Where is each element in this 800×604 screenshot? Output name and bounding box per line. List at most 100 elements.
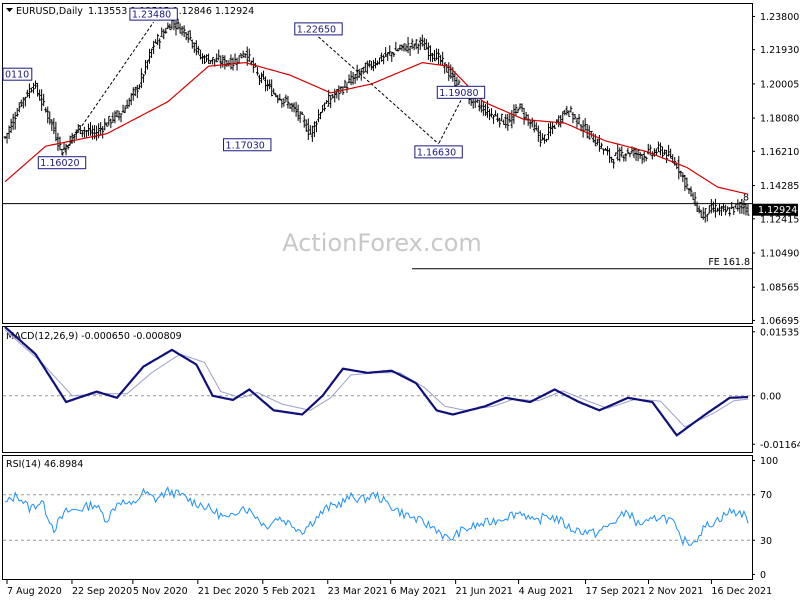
macd-axis: 0.015359 0.00 -0.011645 <box>3 327 800 451</box>
price-panel-frame <box>2 3 753 324</box>
price-bar <box>547 123 550 140</box>
price-bar <box>545 138 548 143</box>
price-bar <box>125 99 129 109</box>
price-bar <box>40 89 44 112</box>
price-bar <box>339 86 343 94</box>
price-bar <box>410 38 414 50</box>
rsi-tick-label: 30 <box>760 536 772 547</box>
price-bar <box>701 207 705 220</box>
price-bar <box>168 23 172 31</box>
price-bar <box>573 114 577 120</box>
price-bar <box>394 41 398 51</box>
price-bar <box>111 112 115 123</box>
price-bar <box>380 52 383 62</box>
price-bar <box>152 40 155 55</box>
price-bar <box>54 121 58 142</box>
price-bar <box>644 156 648 162</box>
collapse-arrow-icon[interactable] <box>6 8 13 12</box>
price-axis: 1.23800 1.21930 1.20005 1.18080 1.16210 1.142… <box>752 12 799 327</box>
price-bar <box>207 53 210 64</box>
price-bar <box>123 105 127 114</box>
price-bar <box>335 89 339 99</box>
macd-tick-label: -0.011645 <box>760 440 800 451</box>
price-tick-label: 1.12415 <box>760 214 799 225</box>
price-bar <box>382 54 386 65</box>
price-tick-label: 1.23800 <box>760 12 799 23</box>
price-bar <box>520 103 524 113</box>
price-bar <box>278 93 282 101</box>
price-bar <box>490 108 493 118</box>
price-bar <box>569 105 573 113</box>
price-bar <box>286 95 290 109</box>
price-bar <box>323 102 326 112</box>
fe-line-label: FE 161.8 <box>708 257 750 268</box>
price-bar <box>608 148 611 163</box>
price-bar <box>722 203 725 212</box>
price-bar <box>400 44 404 51</box>
price-bar <box>620 146 624 158</box>
price-bar <box>642 150 646 163</box>
price-bar <box>56 132 60 151</box>
date-tick-label: 5 Nov 2020 <box>133 586 188 597</box>
price-bar <box>23 96 27 107</box>
price-bar <box>215 53 219 63</box>
price-bar <box>176 18 180 30</box>
price-bar <box>412 43 416 51</box>
price-bar <box>178 23 182 34</box>
price-bar <box>270 79 274 97</box>
price-bar <box>300 111 304 115</box>
rsi-panel-frame <box>2 455 753 580</box>
price-bar <box>514 104 518 116</box>
price-bar <box>288 103 292 109</box>
price-bar <box>36 82 39 97</box>
watermark: ActionForex.com <box>282 229 482 257</box>
price-bar <box>182 25 186 38</box>
price-bar <box>117 110 121 121</box>
price-bar <box>78 125 82 135</box>
price-bar <box>567 110 571 117</box>
price-bar <box>431 52 434 62</box>
price-bar <box>512 104 516 124</box>
price-bar <box>551 121 554 135</box>
price-bar <box>129 93 133 106</box>
price-bar <box>131 87 135 101</box>
price-bar <box>689 186 693 197</box>
price-annotation: 1.22650 <box>294 22 343 36</box>
price-bar <box>139 68 143 89</box>
price-bar <box>496 113 500 123</box>
price-bar <box>203 54 206 64</box>
price-bar <box>243 53 247 59</box>
price-bar <box>661 146 664 159</box>
price-bar <box>600 142 603 149</box>
price-bar <box>87 123 90 136</box>
price-annotations: 0110 1.16020 1.23480 1.17030 1.22650 1.16630 1… <box>2 7 486 170</box>
price-bar <box>272 88 276 95</box>
annotation-box <box>294 22 343 36</box>
price-bar <box>109 118 113 129</box>
price-bar <box>638 151 642 159</box>
annotation-box <box>436 85 486 99</box>
price-bar <box>673 157 677 166</box>
price-bar <box>276 94 280 104</box>
price-bar <box>604 147 607 151</box>
date-tick-label: 17 Sep 2021 <box>586 586 646 597</box>
price-bar <box>612 158 616 169</box>
price-bar <box>156 33 160 46</box>
rsi-label: RSI(14) 46.8984 <box>6 459 83 470</box>
price-bar <box>310 125 314 142</box>
price-bar <box>536 125 540 142</box>
price-bar <box>119 113 123 123</box>
price-bar <box>374 57 377 69</box>
price-bar <box>313 121 316 138</box>
price-bar <box>333 88 337 103</box>
price-bar <box>91 125 94 140</box>
price-bar <box>663 149 666 156</box>
price-bar <box>245 46 249 66</box>
price-bar <box>738 201 742 214</box>
price-bar <box>266 79 269 91</box>
annotation-label: 0110 <box>5 70 29 81</box>
macd-signal-line <box>4 329 749 428</box>
price-bar <box>640 154 644 164</box>
price-bar <box>441 51 445 66</box>
price-bar <box>628 152 632 158</box>
